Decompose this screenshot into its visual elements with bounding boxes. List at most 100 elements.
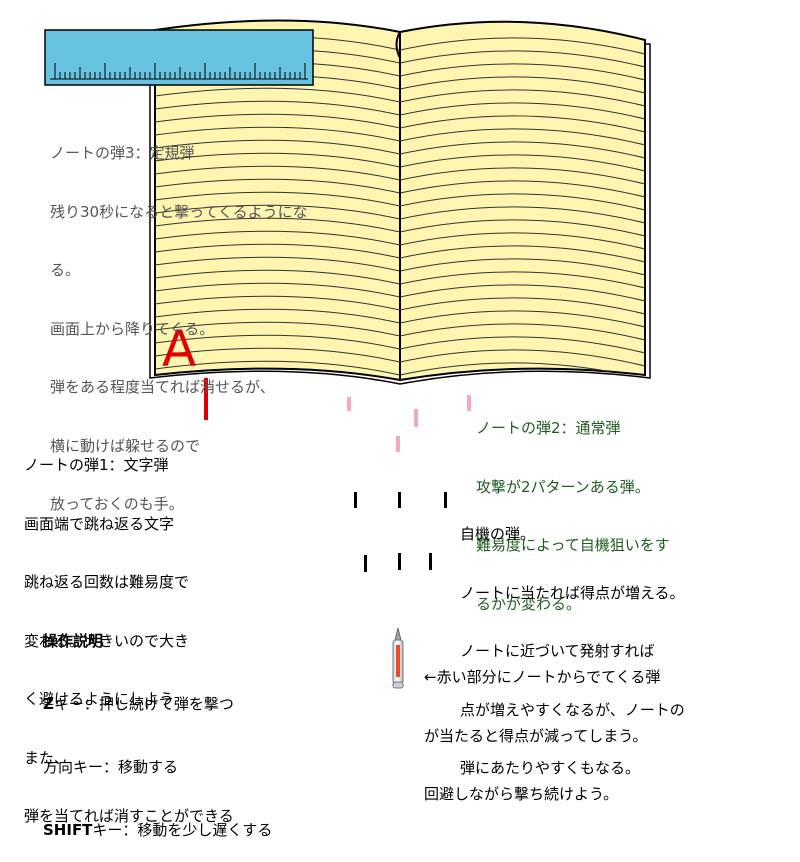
text-line: るかが変わる。 [476, 594, 582, 613]
ruled-line [400, 336, 645, 354]
player-bullet [444, 492, 447, 508]
ruled-line [155, 243, 400, 259]
ruled-line [400, 219, 645, 237]
ruled-line [155, 321, 400, 337]
control-desc: キー：移動を少し遅くする [92, 821, 273, 839]
ruled-line [155, 87, 400, 103]
red-bullet [204, 378, 208, 420]
text-line: 難易度によって自機狙いをす [476, 536, 670, 554]
player-bullet [364, 555, 367, 572]
text-line: ←赤い部分にノートからでてくる弾 [424, 668, 661, 686]
ruled-line [155, 113, 400, 129]
text-line: く避けるようにしよう [24, 690, 175, 708]
text-line: ノートに近づいて発射すれば [460, 642, 655, 660]
text-line: 放っておくのも手。 [50, 495, 184, 513]
ruled-line [400, 310, 645, 328]
ruled-line [400, 232, 645, 250]
ruled-line [155, 217, 400, 233]
text-line: ノートの弾1：文字弾 [24, 456, 169, 474]
ruled-line [155, 204, 400, 220]
text-line: 画面端で跳ね返る文字 [24, 514, 175, 533]
ruled-line [155, 295, 400, 311]
ruled-line [400, 245, 645, 263]
ruled-line [155, 308, 400, 324]
ruled-line [155, 178, 400, 194]
ruled-line [400, 193, 645, 211]
control-item: Zキー：押し続けて弾を撃つ [43, 694, 272, 715]
text-line: 残り30秒になると撃ってくるようにな [50, 202, 308, 221]
ruled-line [155, 126, 400, 142]
ruled-line [155, 152, 400, 168]
text-line: が当たると得点が減ってしまう。 [424, 726, 648, 745]
ruler-bullet [44, 29, 314, 86]
ruled-line [400, 115, 645, 133]
notebook-right-page [399, 20, 646, 382]
ruled-line [155, 230, 400, 246]
control-desc: キー：押し続けて弾を撃つ [53, 695, 234, 713]
ruled-line [400, 141, 645, 159]
text-line: 画面上から降りてくる。 [50, 319, 215, 338]
text-line: ノートの弾2：通常弾 [476, 419, 621, 437]
ruled-line [155, 165, 400, 181]
player-bullet [398, 553, 401, 570]
controls-title: 操作説明 [43, 632, 104, 650]
ruled-line [155, 191, 400, 207]
ruled-line [400, 102, 645, 120]
ruled-line [400, 258, 645, 276]
text-line: 点が増えやすくなるが、ノートの [460, 700, 685, 719]
ruled-line [400, 284, 645, 302]
control-key: SHIFT [43, 821, 93, 839]
controls-panel: 操作説明 Zキー：押し続けて弾を撃つ 方向キー：移動する SHIFTキー：移動を… [43, 589, 272, 862]
player-hitbox-description: ←赤い部分にノートからでてくる弾 が当たると得点が減ってしまう。 回避しながら撃… [424, 629, 660, 824]
ruled-line [155, 360, 400, 376]
player-bullets [354, 492, 447, 572]
player-bullet [398, 492, 401, 508]
text-line: 跳ね返る回数は難易度で [24, 573, 190, 591]
pen-hitbox [396, 645, 400, 677]
ruler-bullet-description: ノートの弾3：定規弾 残り30秒になると撃ってくるようにな る。 画面上から降り… [50, 105, 308, 534]
ruled-line [155, 100, 400, 116]
text-line: 自機の弾。 [460, 525, 536, 543]
text-line: 回避しながら撃ち続けよう。 [424, 785, 619, 803]
ruled-line [400, 76, 645, 94]
ruled-line [155, 256, 400, 272]
note-bullet [396, 436, 400, 452]
notebook-spine [395, 31, 401, 380]
text-line: ノートに当たれば得点が増える。 [460, 583, 685, 602]
ruled-line [400, 297, 645, 315]
ruled-line [400, 180, 645, 198]
control-desc: 方向キー：移動する [43, 758, 179, 776]
note-bullet [347, 397, 351, 411]
letter-bullet: A [162, 320, 196, 378]
text-line: 弾をある程度当てれば消せるが、 [50, 378, 275, 396]
ruled-line [400, 167, 645, 185]
ruled-line [155, 347, 400, 363]
ruled-line [400, 206, 645, 224]
ruled-line [400, 271, 645, 289]
ruled-line [400, 128, 645, 146]
ruled-line [155, 139, 400, 155]
text-line: 横に動けば躱せるので [50, 436, 201, 455]
ruled-line [155, 269, 400, 285]
note-bullet [467, 395, 471, 411]
normal-bullet-description: ノートの弾2：通常弾 攻撃が2パターンある弾。 難易度によって自機狙いをす るか… [476, 380, 670, 634]
ruled-line [400, 89, 645, 107]
ruled-line [400, 154, 645, 172]
text-line: ノートの弾3：定規弾 [50, 144, 195, 162]
ruled-line [400, 37, 645, 55]
ruled-line [155, 282, 400, 298]
text-line: 変わる。大きいので大き [24, 631, 190, 650]
ruled-line [155, 334, 400, 350]
control-key: Z [43, 695, 54, 713]
text-line: 攻撃が2パターンある弾。 [476, 477, 650, 496]
ruled-line [400, 349, 645, 367]
notebook-boss [149, 19, 651, 385]
ruled-line [400, 323, 645, 341]
text-line: る。 [50, 261, 81, 279]
player-bullet [354, 492, 357, 508]
ruled-line [400, 63, 645, 81]
player-pen [392, 627, 404, 689]
control-item: SHIFTキー：移動を少し遅くする [43, 820, 272, 841]
note-bullet [414, 409, 418, 427]
control-item: 方向キー：移動する [43, 757, 272, 778]
